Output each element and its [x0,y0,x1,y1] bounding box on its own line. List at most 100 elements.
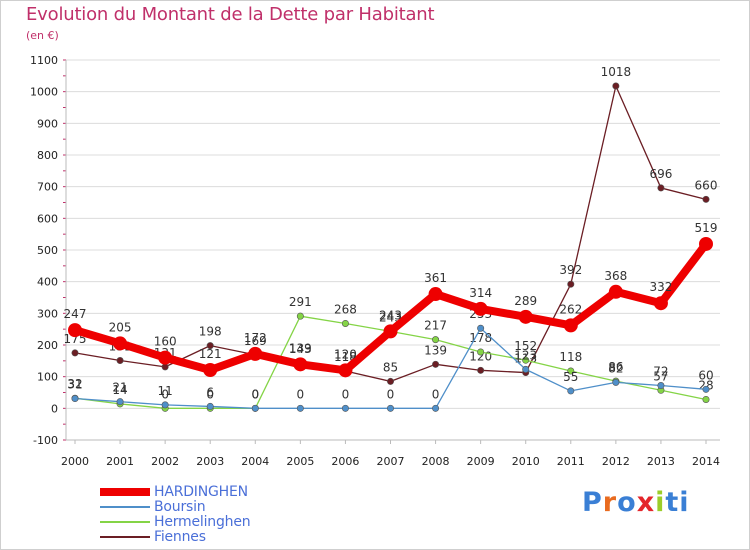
y-tick-label: 300 [37,307,58,320]
legend-swatch [100,487,150,496]
data-label: 696 [649,167,672,181]
x-tick-label: 2003 [196,455,224,468]
data-label: 0 [297,387,305,401]
data-point [386,377,394,385]
data-point [653,296,668,311]
data-point [383,324,398,339]
y-tick-label: 200 [37,339,58,352]
data-point [338,363,353,378]
legend-swatch [100,520,150,523]
x-tick-label: 2000 [61,455,89,468]
data-point [563,318,578,333]
data-point [477,348,485,356]
legend-swatch [100,505,150,508]
data-label: 243 [379,308,402,322]
data-label: 519 [695,221,718,235]
legend-item-hardinghen: HARDINGHEN [100,484,250,500]
data-label: 243 [379,310,402,324]
data-label: 178 [469,331,492,345]
data-label: 332 [649,280,672,294]
y-tick-label: 900 [37,117,58,130]
data-label: 121 [199,347,222,361]
x-tick-label: 2005 [286,455,314,468]
data-point [608,284,623,299]
y-tick-label: 1100 [30,54,58,67]
logo-letter: x [636,487,656,518]
data-point [432,336,440,344]
x-tick-label: 2006 [331,455,359,468]
data-point [477,324,485,332]
data-label: 0 [251,387,259,401]
data-label: 82 [608,361,623,375]
data-label: 57 [653,369,668,383]
data-label: 139 [424,343,447,357]
y-tick-label: 700 [37,181,58,194]
data-label: 361 [424,271,447,285]
data-label: 314 [469,286,492,300]
data-point [567,387,575,395]
data-label: 0 [251,387,259,401]
data-point [612,378,620,386]
data-label: 14 [112,383,127,397]
data-label: 392 [559,263,582,277]
data-label: 152 [514,339,537,353]
data-label: 262 [559,302,582,316]
data-point [341,404,349,412]
y-tick-label: 500 [37,244,58,257]
logo-letter: o [617,487,637,518]
logo-letter: i [679,487,690,518]
logo-letter: t [665,487,680,518]
data-label: 1018 [601,65,632,79]
data-point [657,184,665,192]
data-label: 268 [334,302,357,316]
data-label: 72 [653,365,668,379]
data-label: 60 [698,368,713,382]
x-tick-label: 2012 [602,455,630,468]
y-tick-label: 100 [37,371,58,384]
y-tick-label: 800 [37,149,58,162]
data-point [293,357,308,372]
data-label: 0 [161,387,169,401]
data-point [567,280,575,288]
data-point [71,395,79,403]
data-label: 86 [608,360,623,374]
data-point [341,319,349,327]
chart-legend: HARDINGHEN Boursin Hermelinghen Fiennes [100,484,251,545]
data-label: 172 [244,331,267,345]
legend-label: Boursin [154,498,206,515]
y-tick-label: -100 [33,434,58,447]
data-label: 0 [342,387,350,401]
data-label: 118 [559,350,582,364]
data-point [116,398,124,406]
legend-item-boursin: Boursin [100,498,250,515]
x-tick-label: 2007 [377,455,405,468]
data-point [116,357,124,365]
series-hardinghen: 247 205 160 121 172 139 120 243 361 314 289 262 368 3… [64,221,718,378]
x-tick-label: 2004 [241,455,269,468]
data-point [473,301,488,316]
x-tick-label: 2013 [647,455,675,468]
chart-title: Evolution du Montant de la Dette par Hab… [26,4,435,25]
x-tick-label: 2011 [557,455,585,468]
x-tick-label: 2014 [692,455,720,468]
x-tick-label: 2001 [106,455,134,468]
data-point [248,346,263,361]
data-label: 0 [432,387,440,401]
data-label: 198 [199,325,222,339]
data-label: 205 [109,320,132,334]
data-point [702,385,710,393]
data-point [251,404,259,412]
data-label: 139 [289,341,312,355]
data-point [428,287,443,302]
chart-unit: (en €) [26,29,59,42]
data-point [612,82,620,90]
y-tick-label: 600 [37,212,58,225]
x-tick-label: 2009 [467,455,495,468]
data-label: 123 [514,348,537,362]
data-point [522,356,530,364]
data-label: 143 [289,342,312,356]
data-point [161,401,169,409]
data-point [477,366,485,374]
y-tick-label: 400 [37,276,58,289]
